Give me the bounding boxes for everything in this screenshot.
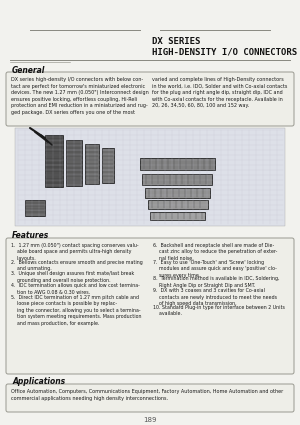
FancyBboxPatch shape	[6, 384, 294, 412]
Text: 5.  Direct IDC termination of 1.27 mm pitch cable and
    loose piece contacts i: 5. Direct IDC termination of 1.27 mm pit…	[11, 295, 142, 326]
Text: DX series high-density I/O connectors with below con-
tact are perfect for tomor: DX series high-density I/O connectors wi…	[11, 77, 149, 115]
Bar	[150, 212, 205, 220]
Bar	[85, 144, 99, 184]
Text: 2.  Bellows contacts ensure smooth and precise mating
    and unmating.: 2. Bellows contacts ensure smooth and pr…	[11, 260, 143, 271]
Text: 9.  DX with 3 coaxes and 3 cavities for Co-axial
    contacts are newly introduc: 9. DX with 3 coaxes and 3 cavities for C…	[153, 288, 277, 306]
Text: 1.  1.27 mm (0.050") contact spacing conserves valu-
    able board space and pe: 1. 1.27 mm (0.050") contact spacing cons…	[11, 243, 139, 261]
Bar	[25, 200, 45, 216]
Bar	[15, 128, 285, 226]
Text: 4.  IDC termination allows quick and low cost termina-
    tion to AWG 0.08 & 0.: 4. IDC termination allows quick and low …	[11, 283, 140, 295]
Text: 10. Standard Plug-in type for interface between 2 Units
    available.: 10. Standard Plug-in type for interface …	[153, 305, 285, 316]
Bar	[148, 200, 208, 209]
Text: 6.  Backshell and receptacle shell are made of Die-
    cast zinc alloy to reduc: 6. Backshell and receptacle shell are ma…	[153, 243, 278, 261]
Text: Office Automation, Computers, Communications Equipment, Factory Automation, Home: Office Automation, Computers, Communicat…	[11, 389, 283, 401]
Text: HIGH-DENSITY I/O CONNECTORS: HIGH-DENSITY I/O CONNECTORS	[152, 47, 297, 56]
Text: DX SERIES: DX SERIES	[152, 37, 200, 46]
Text: General: General	[12, 66, 45, 75]
Bar	[102, 148, 114, 183]
Bar	[45, 135, 63, 187]
Text: 7.  Easy to use 'One-Touch' and 'Screw' locking
    modules and assure quick and: 7. Easy to use 'One-Touch' and 'Screw' l…	[153, 260, 277, 278]
Text: Features: Features	[12, 231, 49, 240]
FancyBboxPatch shape	[6, 72, 294, 126]
Text: 8.  Termination method is available in IDC, Soldering,
    Right Angle Dip or St: 8. Termination method is available in ID…	[153, 276, 280, 288]
Bar	[145, 188, 210, 198]
Bar	[140, 158, 215, 170]
Bar	[142, 174, 212, 185]
Bar	[66, 140, 82, 186]
FancyBboxPatch shape	[6, 238, 294, 374]
Text: 189: 189	[143, 417, 157, 423]
Text: Applications: Applications	[12, 377, 65, 386]
Text: 3.  Unique shell design assures first mate/last break
    grounding and overall : 3. Unique shell design assures first mat…	[11, 272, 134, 283]
Text: varied and complete lines of High-Density connectors
in the world, i.e. IDO, Sol: varied and complete lines of High-Densit…	[152, 77, 287, 108]
